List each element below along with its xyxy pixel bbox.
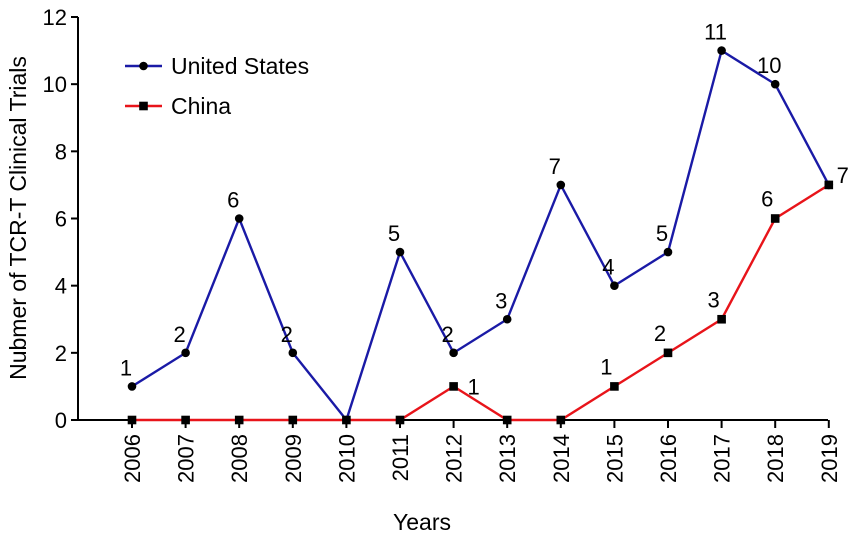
series-line-1 bbox=[132, 183, 830, 422]
series-0-data-label: 3 bbox=[495, 288, 507, 313]
series-1-point bbox=[234, 415, 244, 425]
series-0-point bbox=[395, 247, 405, 257]
series-1-point bbox=[288, 415, 298, 425]
series-0-data-label: 2 bbox=[173, 322, 185, 347]
x-tick-label: 2017 bbox=[710, 434, 735, 483]
x-tick-label: 2010 bbox=[334, 434, 359, 483]
series-1-data-label: 1 bbox=[600, 354, 612, 379]
series-line-0 bbox=[131, 48, 830, 423]
series-0-point bbox=[663, 247, 673, 257]
series-layer bbox=[127, 46, 834, 425]
series-1-data-label: 6 bbox=[761, 187, 773, 212]
y-tick-label: 8 bbox=[55, 139, 67, 164]
legend-label-0: United States bbox=[171, 53, 309, 79]
series-0-data-label: 7 bbox=[837, 163, 848, 188]
x-tick-label: 2012 bbox=[442, 434, 467, 483]
x-tick-label: 2014 bbox=[549, 434, 574, 483]
series-0-data-label: 5 bbox=[388, 221, 400, 246]
series-0-data-label: 5 bbox=[656, 221, 668, 246]
series-1-point bbox=[502, 415, 512, 425]
series-1-data-label: 2 bbox=[654, 321, 666, 346]
y-tick-label: 4 bbox=[55, 274, 67, 299]
x-tick-label: 2013 bbox=[495, 434, 520, 483]
series-1-data-label: 1 bbox=[467, 374, 479, 399]
series-0-data-label: 11 bbox=[704, 20, 727, 45]
series-1-point bbox=[610, 382, 619, 391]
series-1-point bbox=[663, 348, 673, 358]
series-0-data-label: 6 bbox=[227, 188, 239, 213]
series-0-data-label: 2 bbox=[441, 322, 453, 347]
x-tick-label: 2011 bbox=[388, 434, 413, 481]
series-1-point bbox=[127, 415, 137, 425]
series-1-point bbox=[556, 415, 566, 425]
x-tick-label: 2006 bbox=[120, 434, 145, 483]
series-0-data-label: 2 bbox=[281, 322, 293, 347]
x-tick-label: 2009 bbox=[281, 434, 306, 483]
x-axis-title: Years bbox=[393, 509, 451, 535]
x-tick-label: 2016 bbox=[656, 434, 681, 483]
series-0-point bbox=[288, 348, 298, 358]
series-1-point bbox=[395, 415, 405, 425]
y-axis-title: Nubmer of TCR-T Clinical Trials bbox=[5, 56, 31, 380]
y-tick-label: 0 bbox=[55, 408, 67, 433]
legend-marker-0 bbox=[139, 61, 148, 71]
y-tick-label: 10 bbox=[43, 72, 67, 97]
x-tick-label: 2008 bbox=[227, 434, 252, 483]
series-0-point bbox=[556, 180, 566, 190]
series-1-point bbox=[342, 415, 351, 425]
x-tick-label: 2015 bbox=[602, 434, 627, 483]
series-1-point bbox=[449, 382, 458, 391]
legend-label-1: China bbox=[171, 93, 231, 119]
y-tick-label: 6 bbox=[55, 207, 67, 232]
series-0-point bbox=[181, 348, 190, 358]
y-tick-label: 12 bbox=[43, 5, 67, 30]
series-0-point bbox=[449, 348, 458, 358]
y-tick-label: 2 bbox=[55, 341, 67, 366]
series-0-point bbox=[610, 281, 619, 290]
series-0-data-label: 1 bbox=[120, 355, 132, 380]
x-tick-label: 2019 bbox=[817, 434, 842, 483]
series-1-data-label: 3 bbox=[707, 287, 719, 312]
series-0-point bbox=[717, 46, 726, 55]
series-0-data-label: 7 bbox=[549, 154, 561, 179]
legend-marker-1 bbox=[139, 101, 148, 111]
series-0-data-label: 10 bbox=[757, 53, 781, 78]
series-0-point bbox=[234, 214, 244, 223]
series-1-point bbox=[717, 314, 726, 324]
x-tick-label: 2018 bbox=[763, 434, 788, 483]
series-1-point bbox=[770, 214, 780, 223]
series-1-point bbox=[824, 180, 834, 190]
x-tick-label: 2007 bbox=[174, 434, 199, 483]
series-0-data-label: 4 bbox=[602, 255, 614, 280]
series-1-point bbox=[181, 415, 190, 425]
legend: United States China bbox=[125, 53, 309, 119]
series-0-point bbox=[502, 314, 512, 324]
series-0-point bbox=[770, 79, 780, 89]
series-0-point bbox=[127, 382, 137, 391]
